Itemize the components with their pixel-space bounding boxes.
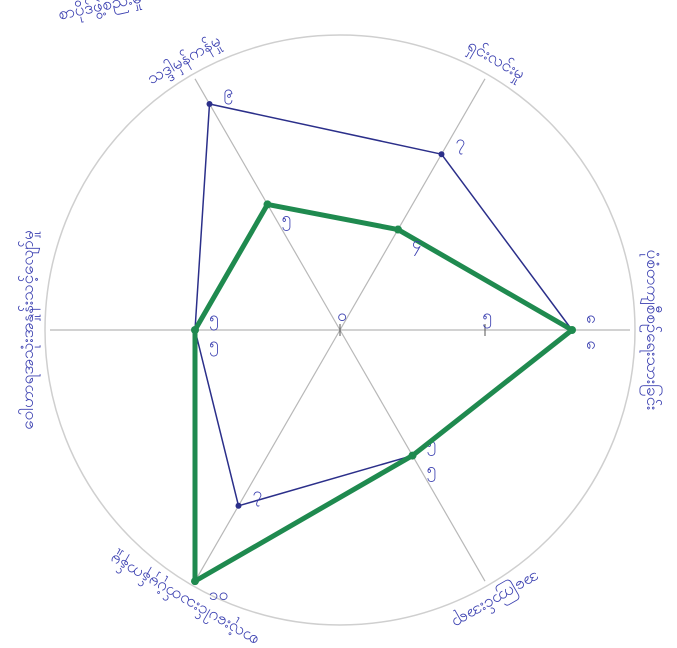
series-shape xyxy=(195,204,572,581)
axis-label: စာလုံးပေါင်းသတ်ပုံမှန်ကန်မှု xyxy=(105,547,263,648)
value-label: ၉ xyxy=(224,82,234,105)
value-label: ၈ xyxy=(586,308,596,328)
axis-label: သဒ္ဒါမှန်ကန်မှု xyxy=(143,30,226,92)
tick-label: ၀ xyxy=(337,306,347,326)
point xyxy=(394,226,402,234)
axis-label: အကြောင်းအရာ xyxy=(447,565,544,636)
value-label: ၅ xyxy=(282,208,292,231)
point xyxy=(236,503,242,509)
axis-label: ပုံစံတကျစီစဉ်ရေးသားခြင်း xyxy=(639,250,664,411)
point xyxy=(264,200,272,208)
tick-label: ၅ xyxy=(482,306,492,329)
spoke xyxy=(195,330,340,581)
point xyxy=(568,326,576,334)
value-label: ၇ xyxy=(253,484,263,507)
value-label: ၄ xyxy=(412,234,422,257)
value-label: ၇ xyxy=(456,132,466,155)
point xyxy=(207,101,213,107)
value-label: ၈ xyxy=(586,334,596,354)
point xyxy=(409,452,417,460)
chart: စာပိုဒ်ဖွဲ့စည်းမှု ပုံစံတကျစီစဉ်ရေးသားခြ… xyxy=(0,0,677,648)
value-label: ၅ xyxy=(427,460,437,483)
spoke xyxy=(340,79,485,330)
point xyxy=(191,326,199,334)
point xyxy=(191,577,199,585)
value-label: ၁၀ xyxy=(209,585,228,605)
chart-title: စာပိုဒ်ဖွဲ့စည်းမှု xyxy=(56,0,144,28)
point xyxy=(439,151,445,157)
value-label: ၅ xyxy=(209,334,219,357)
axis-label: ဝေါဟာရအသုံးအနှုန်းသင့်လျော်မှု xyxy=(17,230,41,429)
value-label: ၅ xyxy=(209,308,219,331)
series-shape xyxy=(195,104,572,506)
